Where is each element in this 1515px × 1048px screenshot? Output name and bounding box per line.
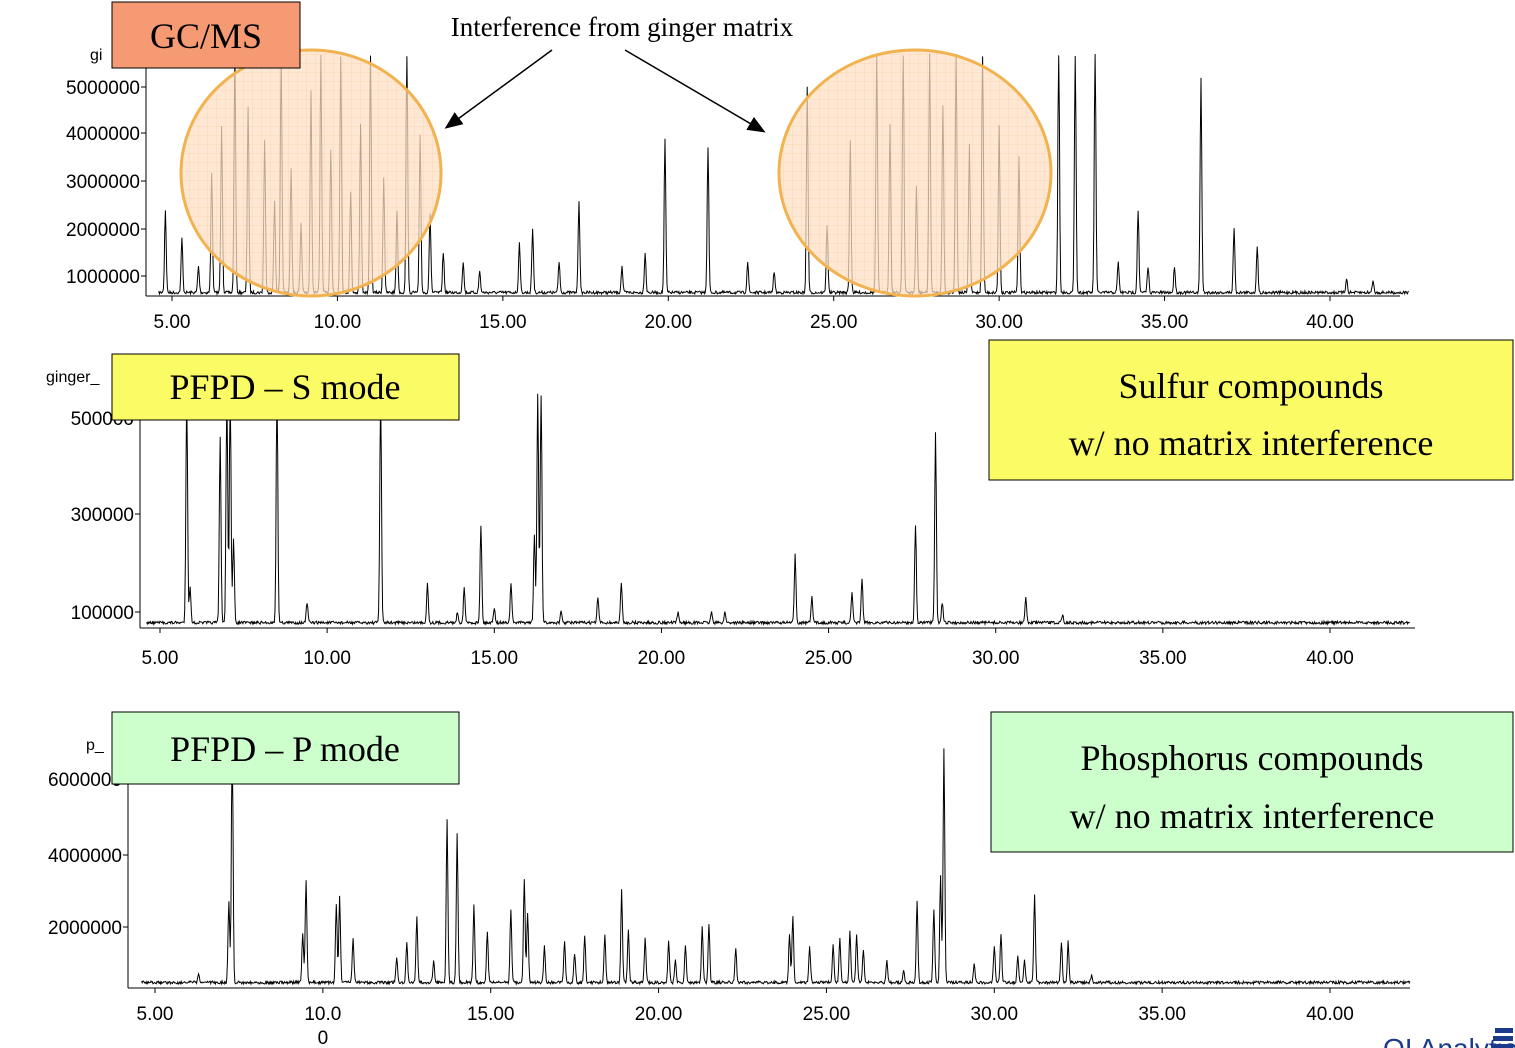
pfpd-s-x-ticks: 5.00 10.00 15.00 20.00 25.00 30.00 35.00 40.00 [142, 628, 1354, 669]
x-tick-label: 20.00 [645, 312, 693, 333]
x-tick-label: 0 [318, 1028, 329, 1048]
y-tick-label: 5000000 [66, 78, 140, 99]
chromatogram-trace [158, 53, 1410, 296]
x-tick-label: 10.00 [314, 312, 362, 333]
x-tick-label: 35.00 [1141, 312, 1189, 333]
sulfur-note-box: Sulfur compounds w/ no matrix interferen… [988, 339, 1514, 481]
x-tick-label: 20.00 [635, 1004, 683, 1025]
x-tick-label: 15.00 [479, 312, 527, 333]
svg-text:Phosphorus compounds: Phosphorus compounds [1080, 738, 1423, 778]
x-tick-label: 30.00 [975, 312, 1023, 333]
svg-text:PFPD – S mode: PFPD – S mode [169, 367, 400, 407]
pfpd-p-x-ticks: 5.00 10.0 0 15.00 20.00 25.00 30.00 35.00 40.00 [137, 988, 1354, 1048]
pfpd-p-panel: 2000000 4000000 6000000 5.00 10.0 0 15.00 20.0… [48, 737, 1411, 1048]
x-tick-label: 30.00 [971, 1004, 1019, 1025]
x-tick-label: 25.00 [810, 312, 858, 333]
svg-text:GC/MS: GC/MS [150, 16, 262, 56]
x-tick-label: 30.00 [972, 648, 1020, 669]
annotation-arrows [444, 49, 766, 133]
phosphorus-note-box: Phosphorus compounds w/ no matrix interf… [990, 711, 1514, 853]
interference-annotation: Interference from ginger matrix [451, 12, 794, 42]
gcms-plot-area [145, 53, 1410, 297]
interference-region-2 [777, 48, 1053, 298]
x-tick-label: 15.00 [467, 1004, 515, 1025]
gcms-x-ticks: 5.00 10.00 15.00 20.00 25.00 30.00 35.00 40.00 [154, 296, 1354, 333]
chromatogram-trace [146, 393, 1410, 627]
y-tick-label: 4000000 [48, 846, 122, 867]
svg-text:w/ no matrix interference: w/ no matrix interference [1069, 423, 1434, 463]
x-tick-label: 25.00 [803, 1004, 851, 1025]
y-tick-label: 1000000 [66, 267, 140, 288]
x-tick-label: 40.00 [1306, 312, 1354, 333]
svg-text:OI Analytical: OI Analytical [1383, 1033, 1515, 1048]
pfpd-s-plot-area [139, 393, 1415, 629]
arrow-left [444, 49, 553, 129]
pfpd-s-trace-id: ginger_ [46, 369, 100, 386]
pfpd-s-label-box: PFPD – S mode [111, 353, 460, 421]
pfpd-p-trace-id: p_ [86, 737, 105, 754]
x-tick-label: 5.00 [142, 648, 179, 669]
gcms-trace-id: gi [90, 47, 102, 64]
y-tick-label: 2000000 [66, 220, 140, 241]
gcms-y-ticks: 1000000 2000000 3000000 4000000 5000000 [66, 78, 146, 288]
gcms-panel: 1000000 2000000 3000000 4000000 5000000 5.00… [66, 47, 1410, 333]
y-tick-label: 3000000 [66, 172, 140, 193]
svg-text:PFPD – P mode: PFPD – P mode [170, 729, 400, 769]
arrow-right [624, 49, 766, 133]
svg-text:Sulfur compounds: Sulfur compounds [1119, 366, 1384, 406]
chromatogram-trace [141, 748, 1411, 986]
x-tick-label: 5.00 [154, 312, 191, 333]
x-tick-label: 10.0 [304, 1004, 341, 1025]
pfpd-p-plot-area [127, 748, 1411, 989]
gcms-label-box: GC/MS [111, 1, 301, 69]
y-tick-label: 4000000 [66, 124, 140, 145]
pfpd-p-y-ticks: 2000000 4000000 6000000 [48, 770, 128, 939]
x-tick-label: 5.00 [137, 1004, 174, 1025]
x-tick-label: 10.00 [303, 648, 351, 669]
x-tick-label: 35.00 [1139, 648, 1187, 669]
x-tick-label: 40.00 [1306, 1004, 1354, 1025]
y-tick-label: 2000000 [48, 918, 122, 939]
x-tick-label: 40.00 [1306, 648, 1354, 669]
svg-text:w/ no matrix interference: w/ no matrix interference [1070, 796, 1435, 836]
pfpd-p-label-box: PFPD – P mode [111, 711, 460, 785]
y-tick-label: 6000000 [48, 770, 122, 791]
y-tick-label: 300000 [71, 505, 134, 526]
x-tick-label: 25.00 [805, 648, 853, 669]
oi-analytical-logo: OI Analytical [1383, 1028, 1515, 1048]
x-tick-label: 15.00 [471, 648, 519, 669]
interference-region-1 [179, 48, 443, 298]
x-tick-label: 20.00 [638, 648, 686, 669]
y-tick-label: 100000 [71, 603, 134, 624]
x-tick-label: 35.00 [1138, 1004, 1186, 1025]
